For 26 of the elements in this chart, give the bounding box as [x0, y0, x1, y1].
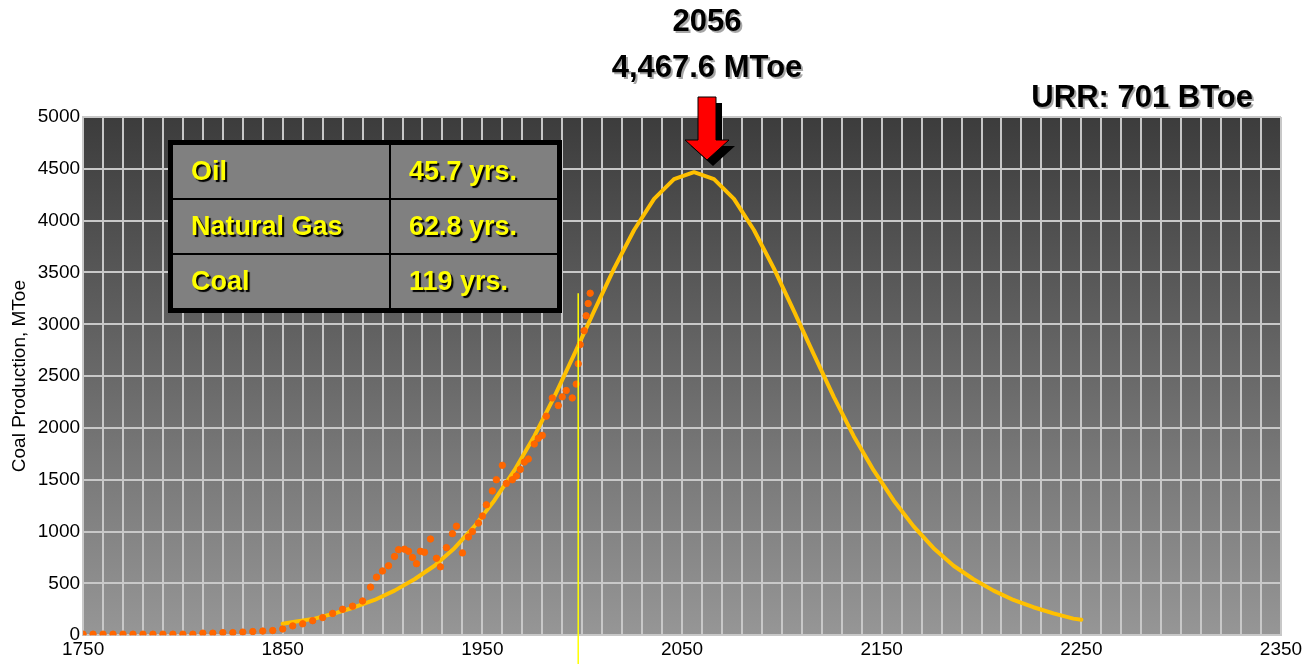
- text: 2056: [672, 2, 742, 38]
- x-tick-label: 1850: [261, 637, 304, 659]
- y-tick-label: 3000: [37, 312, 81, 334]
- y-tick-label: 500: [48, 571, 81, 593]
- annotation: Coal: [170, 254, 390, 311]
- y-tick-label: 1500: [37, 467, 81, 489]
- y-tick-label: 4500: [37, 157, 81, 179]
- annotation: Natural Gas: [170, 199, 390, 254]
- y-axis-title: Coal Production, MToe: [7, 279, 29, 473]
- y-tick-label: 4000: [37, 208, 81, 230]
- y-tick-label: 2000: [37, 416, 81, 438]
- y-tick-label: 3500: [37, 260, 81, 282]
- x-tick-label: 2350: [1259, 637, 1303, 659]
- text: URR: 701 BToe: [1031, 78, 1253, 114]
- x-tick-label: 1950: [461, 637, 504, 659]
- y-tick-label: 5000: [37, 105, 81, 127]
- annotation: 45.7 yrs.: [390, 142, 560, 199]
- text: 4,467.6 MToe: [611, 48, 803, 84]
- x-tick-label: 2250: [1060, 637, 1103, 659]
- annotation: Oil: [170, 142, 390, 199]
- x-tick-label: 2050: [660, 637, 704, 659]
- x-tick-label: 2150: [860, 637, 903, 659]
- annotation: 62.8 yrs.: [390, 199, 560, 254]
- annotation: 119 yrs.: [390, 254, 560, 311]
- y-tick-label: 2500: [37, 364, 81, 386]
- y-tick-label: 1000: [37, 519, 81, 541]
